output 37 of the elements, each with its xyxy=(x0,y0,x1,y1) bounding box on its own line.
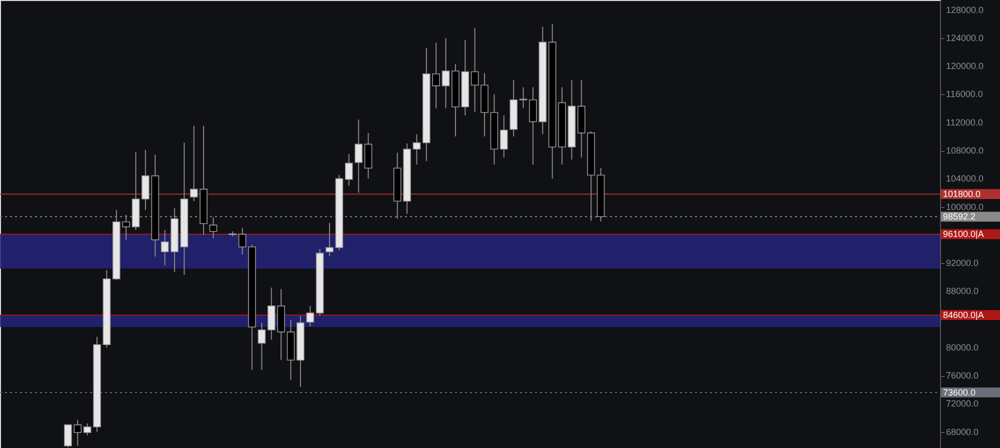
candlestick xyxy=(306,305,314,327)
candlestick xyxy=(364,132,372,180)
ref-line-label: 73600.0 xyxy=(943,387,976,398)
y-tick-label: 124000.0 xyxy=(946,32,984,43)
candlestick xyxy=(238,227,246,256)
candlestick xyxy=(470,28,479,112)
candlestick xyxy=(64,424,72,448)
y-tick-label: 128000.0 xyxy=(946,4,984,15)
candlestick xyxy=(442,37,450,109)
ref-line-label: 101800.0 xyxy=(943,189,981,200)
y-tick-label: 104000.0 xyxy=(946,174,984,184)
y-tick-label: 100000.0 xyxy=(946,202,984,212)
candlestick xyxy=(354,119,362,194)
ref-line-label: 98592.2 xyxy=(943,212,976,222)
candlestick xyxy=(209,216,218,239)
candlestick xyxy=(529,86,537,166)
y-tick-label: 68000.0 xyxy=(946,426,979,437)
candlestick xyxy=(326,222,334,256)
y-tick-label: 72000.0 xyxy=(946,398,979,409)
candlestick xyxy=(258,322,266,370)
candlestick xyxy=(345,154,353,186)
candlestick xyxy=(160,229,169,266)
y-tick-label: 92000.0 xyxy=(946,258,979,268)
candlestick xyxy=(83,422,92,436)
y-tick-label: 80000.0 xyxy=(946,342,979,352)
candlestick xyxy=(74,419,82,446)
y-tick-label: 88000.0 xyxy=(946,286,979,296)
candlestick xyxy=(519,86,528,109)
ref-line-label: 84600.0|A xyxy=(943,310,984,320)
y-tick-label: 116000.0 xyxy=(946,89,983,100)
y-tick-label: 76000.0 xyxy=(946,370,979,381)
y-tick-label: 108000.0 xyxy=(946,146,984,156)
y-tick-label: 120000.0 xyxy=(946,61,984,72)
y-tick-label: 112000.0 xyxy=(946,117,983,128)
candlestick xyxy=(142,149,150,210)
ref-line-label: 96100.0|A xyxy=(943,229,984,240)
candlestick xyxy=(412,134,421,166)
